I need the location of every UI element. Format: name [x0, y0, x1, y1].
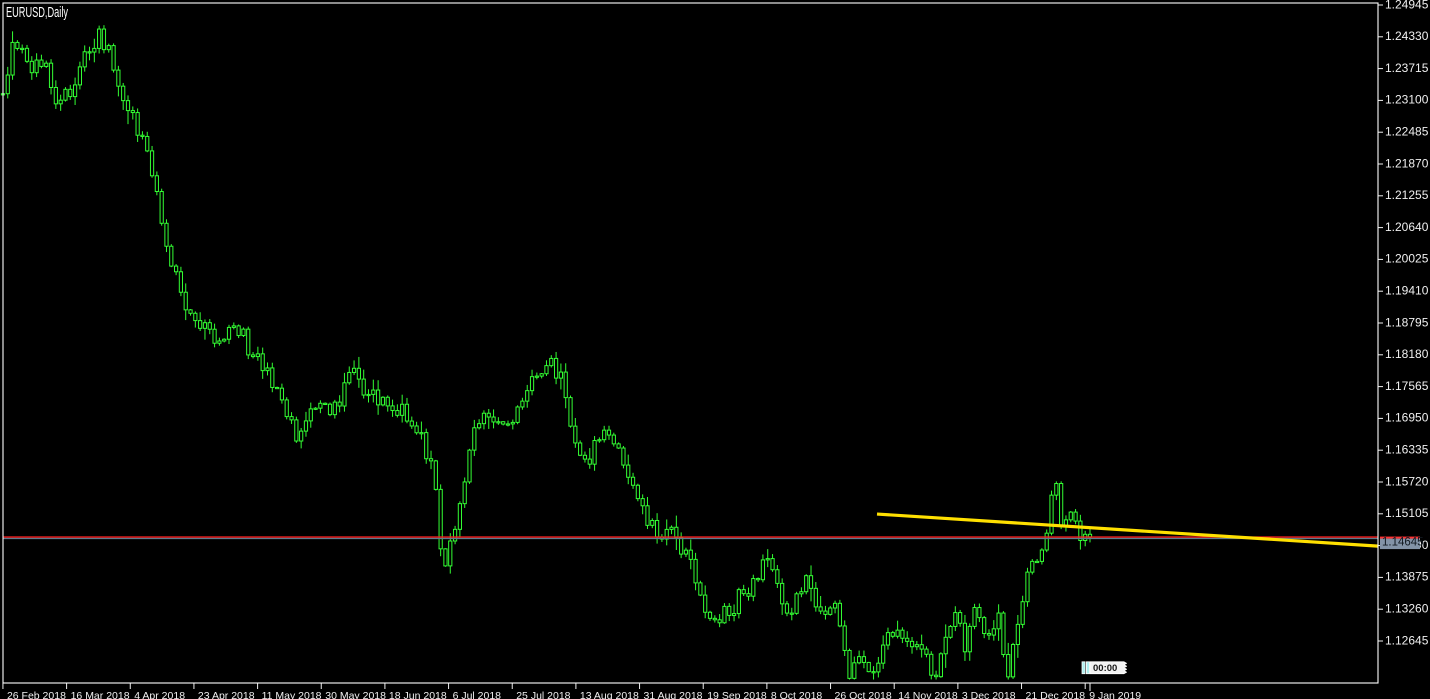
svg-text:1.17565: 1.17565 [1385, 379, 1429, 393]
svg-text:23 Apr 2018: 23 Apr 2018 [198, 690, 255, 699]
svg-text:1.18180: 1.18180 [1385, 347, 1429, 361]
svg-text:1.16335: 1.16335 [1385, 443, 1429, 457]
svg-text:26 Feb 2018: 26 Feb 2018 [7, 690, 66, 699]
svg-text:1.24330: 1.24330 [1385, 29, 1429, 43]
svg-text:9 Jan 2019: 9 Jan 2019 [1089, 690, 1141, 699]
svg-text:19 Sep 2018: 19 Sep 2018 [707, 690, 767, 699]
svg-text:26 Oct 2018: 26 Oct 2018 [835, 690, 892, 699]
svg-text:30 May 2018: 30 May 2018 [325, 690, 386, 699]
svg-text:16 Mar 2018: 16 Mar 2018 [71, 690, 130, 699]
svg-text:11 May 2018: 11 May 2018 [262, 690, 322, 699]
svg-text:EURUSD,Daily: EURUSD,Daily [6, 4, 68, 21]
svg-text:1.12645: 1.12645 [1385, 633, 1429, 647]
svg-text:4 Apr 2018: 4 Apr 2018 [134, 690, 185, 699]
svg-text:1.21870: 1.21870 [1385, 156, 1429, 170]
svg-text:21 Dec 2018: 21 Dec 2018 [1026, 690, 1086, 699]
svg-text:14 Nov 2018: 14 Nov 2018 [898, 690, 958, 699]
svg-text:25 Jul 2018: 25 Jul 2018 [516, 690, 570, 699]
svg-text:1.19410: 1.19410 [1385, 284, 1429, 298]
svg-text:1.15720: 1.15720 [1385, 474, 1429, 488]
svg-text:6 Jul 2018: 6 Jul 2018 [453, 690, 502, 699]
svg-text:00:00: 00:00 [1093, 663, 1117, 674]
svg-text:31 Aug 2018: 31 Aug 2018 [644, 690, 703, 699]
svg-text:1.13260: 1.13260 [1385, 602, 1429, 616]
svg-text:1.23100: 1.23100 [1385, 93, 1429, 107]
svg-text:1.15105: 1.15105 [1385, 506, 1429, 520]
svg-text:1.20640: 1.20640 [1385, 220, 1429, 234]
svg-text:1.21255: 1.21255 [1385, 188, 1429, 202]
svg-text:8 Oct 2018: 8 Oct 2018 [771, 690, 823, 699]
svg-text:13 Aug 2018: 13 Aug 2018 [580, 690, 639, 699]
svg-text:1.22485: 1.22485 [1385, 125, 1429, 139]
svg-text:1.18795: 1.18795 [1385, 315, 1429, 329]
svg-text:1.24945: 1.24945 [1385, 0, 1429, 11]
svg-text:18 Jun 2018: 18 Jun 2018 [389, 690, 447, 699]
svg-text:1.20025: 1.20025 [1385, 252, 1429, 266]
svg-text:1.13875: 1.13875 [1385, 570, 1429, 584]
svg-text:3 Dec 2018: 3 Dec 2018 [962, 690, 1016, 699]
svg-text:1.14645: 1.14645 [1382, 537, 1424, 549]
svg-text:1.23715: 1.23715 [1385, 61, 1429, 75]
svg-text:1.16950: 1.16950 [1385, 411, 1429, 425]
